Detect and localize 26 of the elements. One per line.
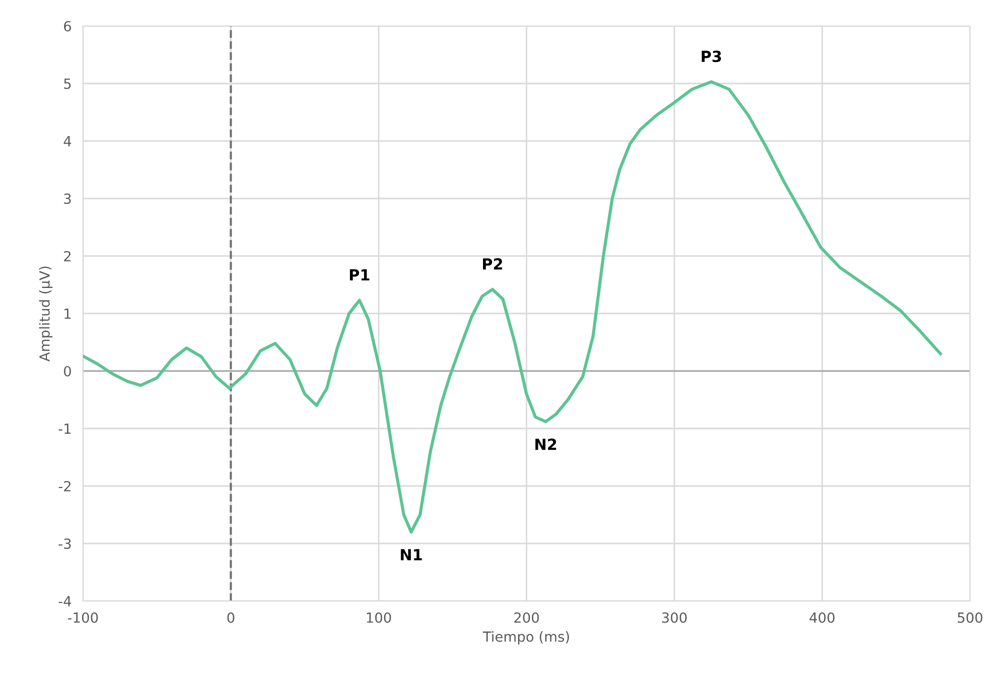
x-tick-label: 300 <box>662 612 687 623</box>
line-series <box>83 80 942 534</box>
annotation: N1 <box>400 549 422 560</box>
y-tick-label: 4 <box>64 136 72 146</box>
y-tick-label: -2 <box>58 480 70 492</box>
annotation: P2 <box>482 258 502 270</box>
y-tick-label: -1 <box>58 424 71 434</box>
y-tick-label: -4 <box>58 596 72 606</box>
x-tick-label: 400 <box>810 612 834 623</box>
annotation: N2 <box>535 438 556 450</box>
x-tick-label: 100 <box>366 612 391 623</box>
x-tick-label: 200 <box>514 612 539 623</box>
y-tick-label: 6 <box>64 20 72 32</box>
y-tick-label: 5 <box>64 78 71 89</box>
x-tick-label: 500 <box>958 612 982 623</box>
x-axis-title: Tiempo (ms) <box>482 631 569 645</box>
y-tick-label: 1 <box>64 308 71 319</box>
y-tick-label: 0 <box>64 366 71 376</box>
y-tick-label: 3 <box>64 193 71 204</box>
x-tick-label: -100 <box>68 612 98 623</box>
y-tick-label: -3 <box>58 538 71 549</box>
annotation: P3 <box>702 50 721 62</box>
annotation: P1 <box>350 269 370 280</box>
y-tick-label: 2 <box>64 250 70 262</box>
x-tick-label: 0 <box>227 612 234 623</box>
y-axis-title: Amplitud (µV) <box>39 266 52 362</box>
